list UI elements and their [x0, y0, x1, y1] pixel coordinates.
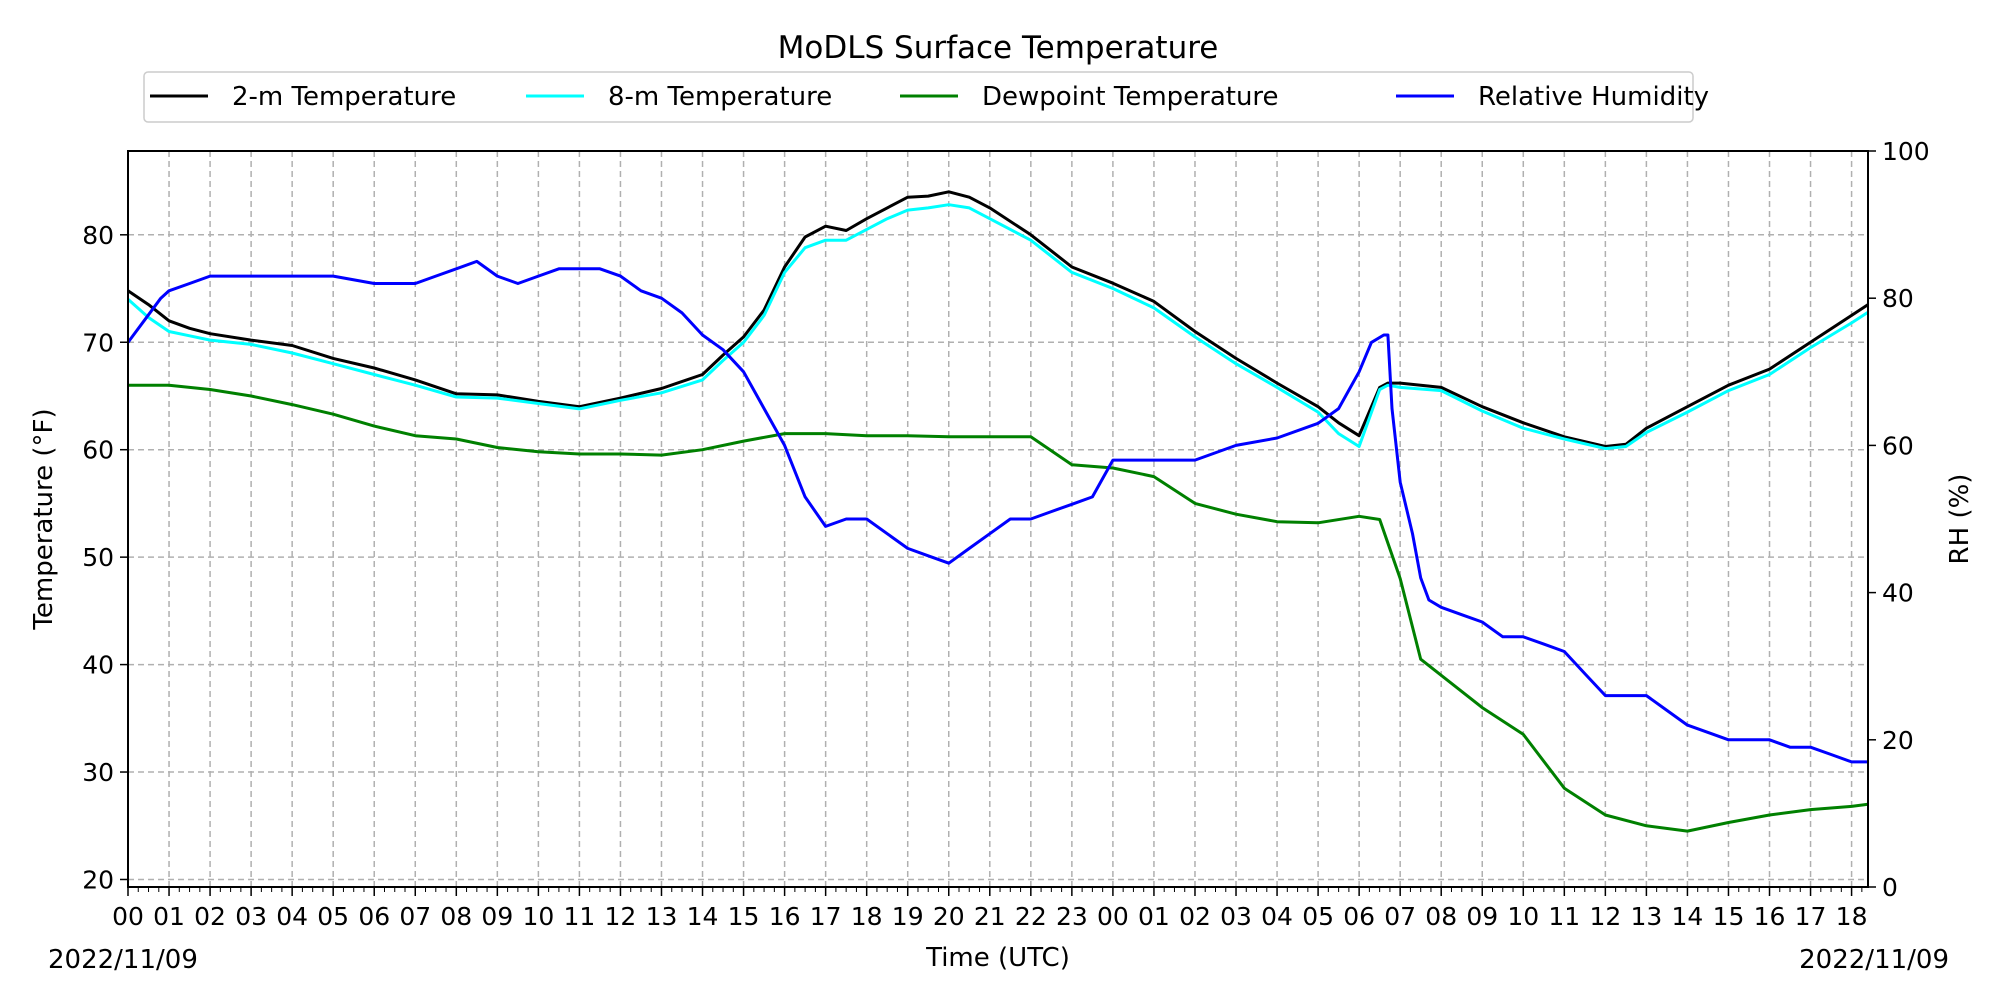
- x-tick-label: 08: [1425, 902, 1457, 931]
- x-tick-label: 18: [851, 902, 883, 931]
- x-tick-label: 13: [646, 902, 678, 931]
- y-tick-label: 40: [82, 651, 114, 680]
- x-tick-label: 08: [440, 902, 472, 931]
- x-tick-label: 14: [687, 902, 719, 931]
- x-tick-label: 12: [605, 902, 637, 931]
- y2-tick-label: 100: [1882, 137, 1930, 166]
- y-tick-label: 80: [82, 221, 114, 250]
- x-tick-label: 23: [1056, 902, 1088, 931]
- x-tick-label: 22: [1015, 902, 1047, 931]
- x-tick-label: 12: [1589, 902, 1621, 931]
- x-tick-label: 09: [1466, 902, 1498, 931]
- x-tick-label: 10: [522, 902, 554, 931]
- x-tick-label: 05: [317, 902, 349, 931]
- y2-axis-label: RH (%): [1945, 474, 1975, 565]
- x-tick-label: 17: [810, 902, 842, 931]
- y-tick-label: 30: [82, 758, 114, 787]
- x-tick-label: 02: [194, 902, 226, 931]
- legend-label: 2-m Temperature: [232, 82, 456, 112]
- y-tick-label: 70: [82, 328, 114, 357]
- x-tick-label: 11: [1548, 902, 1580, 931]
- y-axis-label: Temperature (°F): [29, 408, 59, 630]
- x-tick-label: 07: [399, 902, 431, 931]
- series-line-1: [127, 190, 1869, 448]
- plot-frame: [127, 150, 1869, 888]
- x-tick-label: 04: [276, 902, 308, 931]
- y2-tick-label: 60: [1882, 431, 1914, 460]
- chart-title: MoDLS Surface Temperature: [778, 30, 1219, 66]
- x-tick-label: 16: [769, 902, 801, 931]
- x-tick-label: 06: [358, 902, 390, 931]
- x-tick-label: 01: [1138, 902, 1170, 931]
- x-tick-label: 15: [1713, 902, 1745, 931]
- series-line-2: [127, 203, 1869, 451]
- x-axis-label: Time (UTC): [925, 943, 1070, 973]
- x-tick-label: 00: [112, 902, 144, 931]
- x-tick-label: 17: [1795, 902, 1827, 931]
- x-tick-label: 02: [1179, 902, 1211, 931]
- x-tick-label: 05: [1302, 902, 1334, 931]
- legend-label: 8-m Temperature: [608, 82, 832, 112]
- legend-label: Relative Humidity: [1478, 82, 1709, 112]
- x-tick-label: 03: [235, 902, 267, 931]
- series-line-3: [128, 383, 1869, 833]
- x-tick-label: 04: [1261, 902, 1293, 931]
- y-tick-label: 50: [82, 543, 114, 572]
- x-tick-label: 21: [974, 902, 1006, 931]
- x-tick-label: 18: [1836, 902, 1868, 931]
- x-tick-label: 20: [933, 902, 965, 931]
- x-tick-label: 06: [1343, 902, 1375, 931]
- y-tick-label: 60: [82, 436, 114, 465]
- y2-tick-label: 40: [1882, 579, 1914, 608]
- x-tick-label: 11: [564, 902, 596, 931]
- date-right-label: 2022/11/09: [1799, 945, 1949, 975]
- y2-tick-label: 80: [1882, 284, 1914, 313]
- y2-tick-label: 20: [1882, 726, 1914, 755]
- x-tick-label: 13: [1630, 902, 1662, 931]
- x-tick-label: 14: [1672, 902, 1704, 931]
- x-tick-label: 00: [1097, 902, 1129, 931]
- x-tick-label: 10: [1507, 902, 1539, 931]
- x-tick-label: 19: [892, 902, 924, 931]
- x-tick-label: 01: [153, 902, 185, 931]
- x-tick-label: 16: [1754, 902, 1786, 931]
- x-tick-label: 09: [481, 902, 513, 931]
- x-tick-label: 03: [1220, 902, 1252, 931]
- legend: 2-m Temperature 8-m Temperature Dewpoint T…: [143, 71, 1709, 123]
- series-line-4: [126, 259, 1868, 764]
- y2-tick-label: 0: [1882, 873, 1898, 902]
- series-layer: [126, 190, 1869, 833]
- grid: [127, 151, 1868, 887]
- legend-label: Dewpoint Temperature: [982, 82, 1279, 112]
- date-left-label: 2022/11/09: [48, 945, 198, 975]
- x-tick-label: 07: [1384, 902, 1416, 931]
- y-tick-label: 20: [82, 865, 114, 894]
- x-tick-label: 15: [728, 902, 760, 931]
